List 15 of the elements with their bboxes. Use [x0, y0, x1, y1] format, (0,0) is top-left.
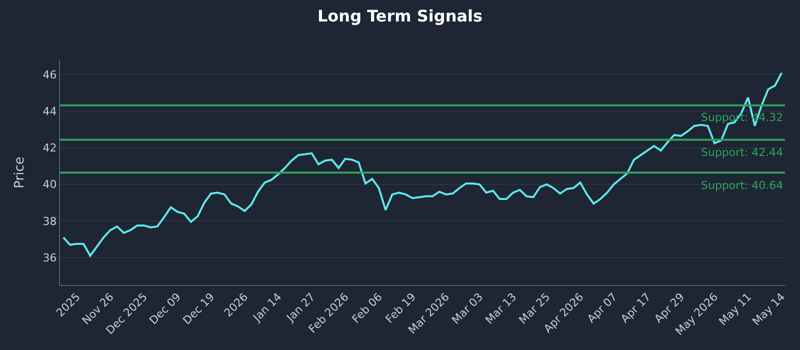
y-tick-label: 42	[42, 142, 57, 155]
y-tick-label: 36	[42, 251, 57, 264]
chart-title: Long Term Signals	[317, 6, 483, 26]
y-axis-title: Price	[12, 156, 28, 188]
x-tick-label: Jan 14	[250, 290, 284, 325]
x-tick-label: Apr 07	[584, 290, 620, 326]
y-tick-label: 46	[42, 68, 57, 82]
y-tick-label: 38	[42, 214, 57, 228]
ref-line-label: Support: 40.64	[701, 179, 784, 192]
x-tick-label: Feb 06	[350, 290, 385, 326]
y-tick-label: 44	[42, 105, 57, 118]
ref-line-label: Support: 42.44	[701, 146, 784, 159]
x-tick-label: Apr 17	[618, 290, 654, 326]
y-tick-label: 40	[42, 178, 57, 192]
line-series	[62, 72, 783, 257]
